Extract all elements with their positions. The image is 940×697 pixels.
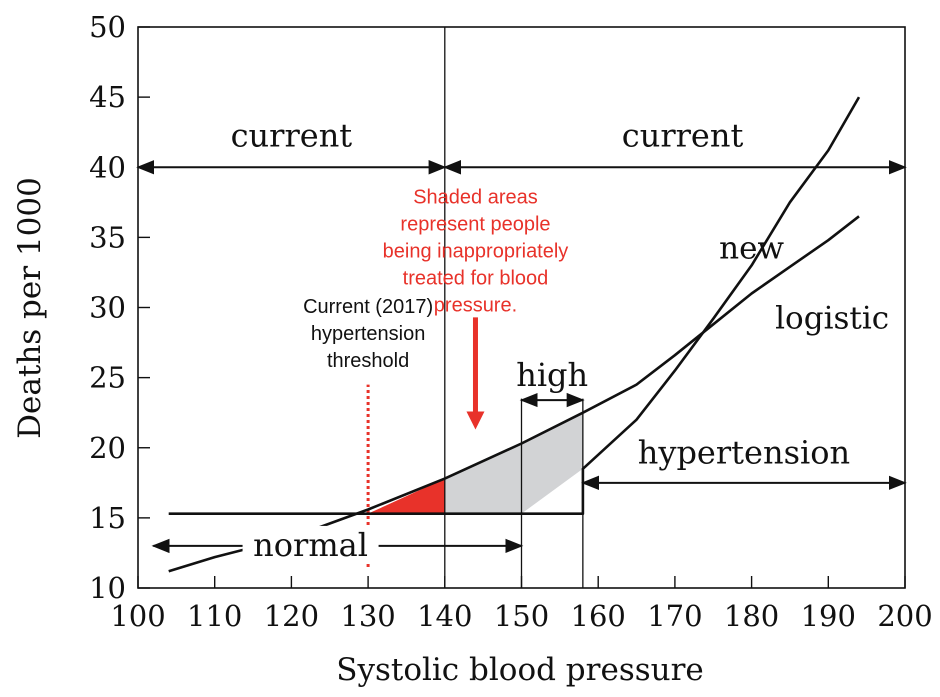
- range-label-current-140: current: [622, 116, 744, 154]
- range-arrows: current current normal high hypertension: [136, 116, 907, 564]
- x-tick-label-190: 190: [801, 599, 856, 633]
- curve-label-logistic: logistic: [775, 301, 889, 337]
- annotation-line-1: Shaded areas: [413, 187, 538, 209]
- x-axis-label: Systolic blood pressure: [336, 652, 704, 688]
- y-tick-label-50: 50: [89, 10, 126, 44]
- annotation-line-4: treated for blood: [403, 268, 549, 290]
- curve-label-new: new: [719, 231, 784, 267]
- threshold-annotation: Current (2017) hypertension threshold: [303, 296, 433, 372]
- x-tick-label-170: 170: [647, 599, 702, 633]
- x-tick-label-130: 130: [340, 599, 395, 633]
- range-label-high-150: high: [516, 356, 588, 394]
- x-tick-label-180: 180: [724, 599, 779, 633]
- y-tick-label-40: 40: [89, 150, 126, 184]
- annotation-line-2: hypertension: [311, 323, 426, 345]
- shaded-region-2: [444, 412, 583, 514]
- x-tick-label-100: 100: [110, 599, 165, 633]
- x-tick-label-120: 120: [264, 599, 319, 633]
- y-tick-label-45: 45: [89, 80, 126, 114]
- annotation-line-1: Current (2017): [303, 296, 433, 318]
- y-tick-label-20: 20: [89, 431, 126, 465]
- shaded-areas-annotation: Shaded areas represent people being inappr…: [383, 187, 569, 317]
- x-tick-label-200: 200: [877, 599, 932, 633]
- range-label-normal-102: normal: [253, 526, 368, 564]
- y-tick-label-35: 35: [89, 220, 126, 254]
- y-tick-label-25: 25: [89, 361, 126, 395]
- range-label-hypertension-158: hypertension: [638, 433, 850, 471]
- axes: 100 110 120 130 140 150 160 170 180 190 200 10 15 20 2…: [89, 10, 933, 633]
- y-tick-label-15: 15: [89, 501, 126, 535]
- x-tick-label-150: 150: [494, 599, 549, 633]
- red-arrow-head: [466, 411, 485, 430]
- x-tick-label-140: 140: [417, 599, 472, 633]
- y-axis-label: Deaths per 1000: [12, 177, 48, 439]
- range-label-current-100: current: [231, 116, 353, 154]
- x-tick-label-160: 160: [571, 599, 626, 633]
- annotations: new logistic Current (2017) hypertension thr…: [303, 187, 889, 430]
- series-line-new: [168, 96, 861, 515]
- annotation-line-3: being inappropriately: [383, 241, 569, 263]
- y-tick-label-30: 30: [89, 291, 126, 325]
- range-label-bg-normal-102: [242, 525, 379, 562]
- annotation-line-5: pressure.: [434, 295, 517, 317]
- annotation-line-3: threshold: [327, 350, 409, 372]
- x-tick-label-110: 110: [187, 599, 242, 633]
- y-tick-label-10: 10: [89, 571, 126, 605]
- annotation-line-2: represent people: [400, 214, 550, 236]
